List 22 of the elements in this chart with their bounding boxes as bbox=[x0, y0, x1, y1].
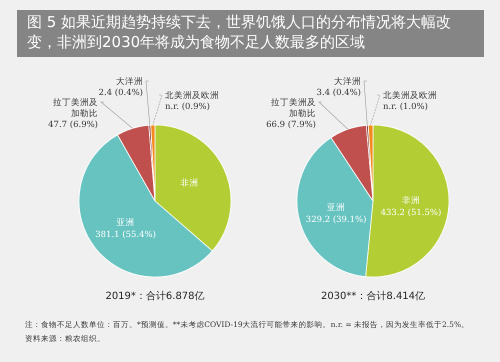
text: 图 5 如果近期趋势持续下去，世界饥饿人口的分布情况将大幅改变，非洲到2030年将成为食物不足人数最多的区域 bbox=[27, 12, 452, 52]
slice-label: 大洋洲 bbox=[116, 76, 143, 87]
slice-label: 大洋洲 bbox=[334, 76, 361, 87]
data-label: 381.1 (55.4%) bbox=[95, 230, 156, 240]
slice-label: 北美洲及欧洲 bbox=[165, 90, 219, 101]
slice-label: 非洲 bbox=[402, 194, 420, 206]
data-label: 2.4 (0.4%) bbox=[98, 88, 143, 98]
slice-label: 北美洲及欧洲 bbox=[383, 90, 437, 101]
text: 2030**：合计8.414亿 bbox=[320, 290, 426, 302]
data-label: 47.7 (6.9%) bbox=[48, 120, 98, 130]
slice-label: 亚洲 bbox=[327, 202, 346, 214]
data-label: n.r. (0.9%) bbox=[165, 102, 210, 112]
data-label: 3.4 (0.4%) bbox=[316, 88, 361, 98]
text: 2019*：合计6.878亿 bbox=[105, 290, 205, 302]
slice-label: 非洲 bbox=[180, 177, 199, 188]
data-label: 66.9 (7.9%) bbox=[266, 120, 316, 130]
data-label: 433.2 (51.5%) bbox=[380, 208, 442, 218]
data-label: 329.2 (39.1%) bbox=[306, 215, 366, 226]
data-label: n.r. (1.0%) bbox=[383, 102, 428, 112]
slice-label: 亚洲 bbox=[116, 217, 135, 228]
slice-label: 拉丁美洲及加勒比 bbox=[271, 97, 316, 119]
slice-label: 拉丁美洲及加勒比 bbox=[53, 97, 98, 119]
